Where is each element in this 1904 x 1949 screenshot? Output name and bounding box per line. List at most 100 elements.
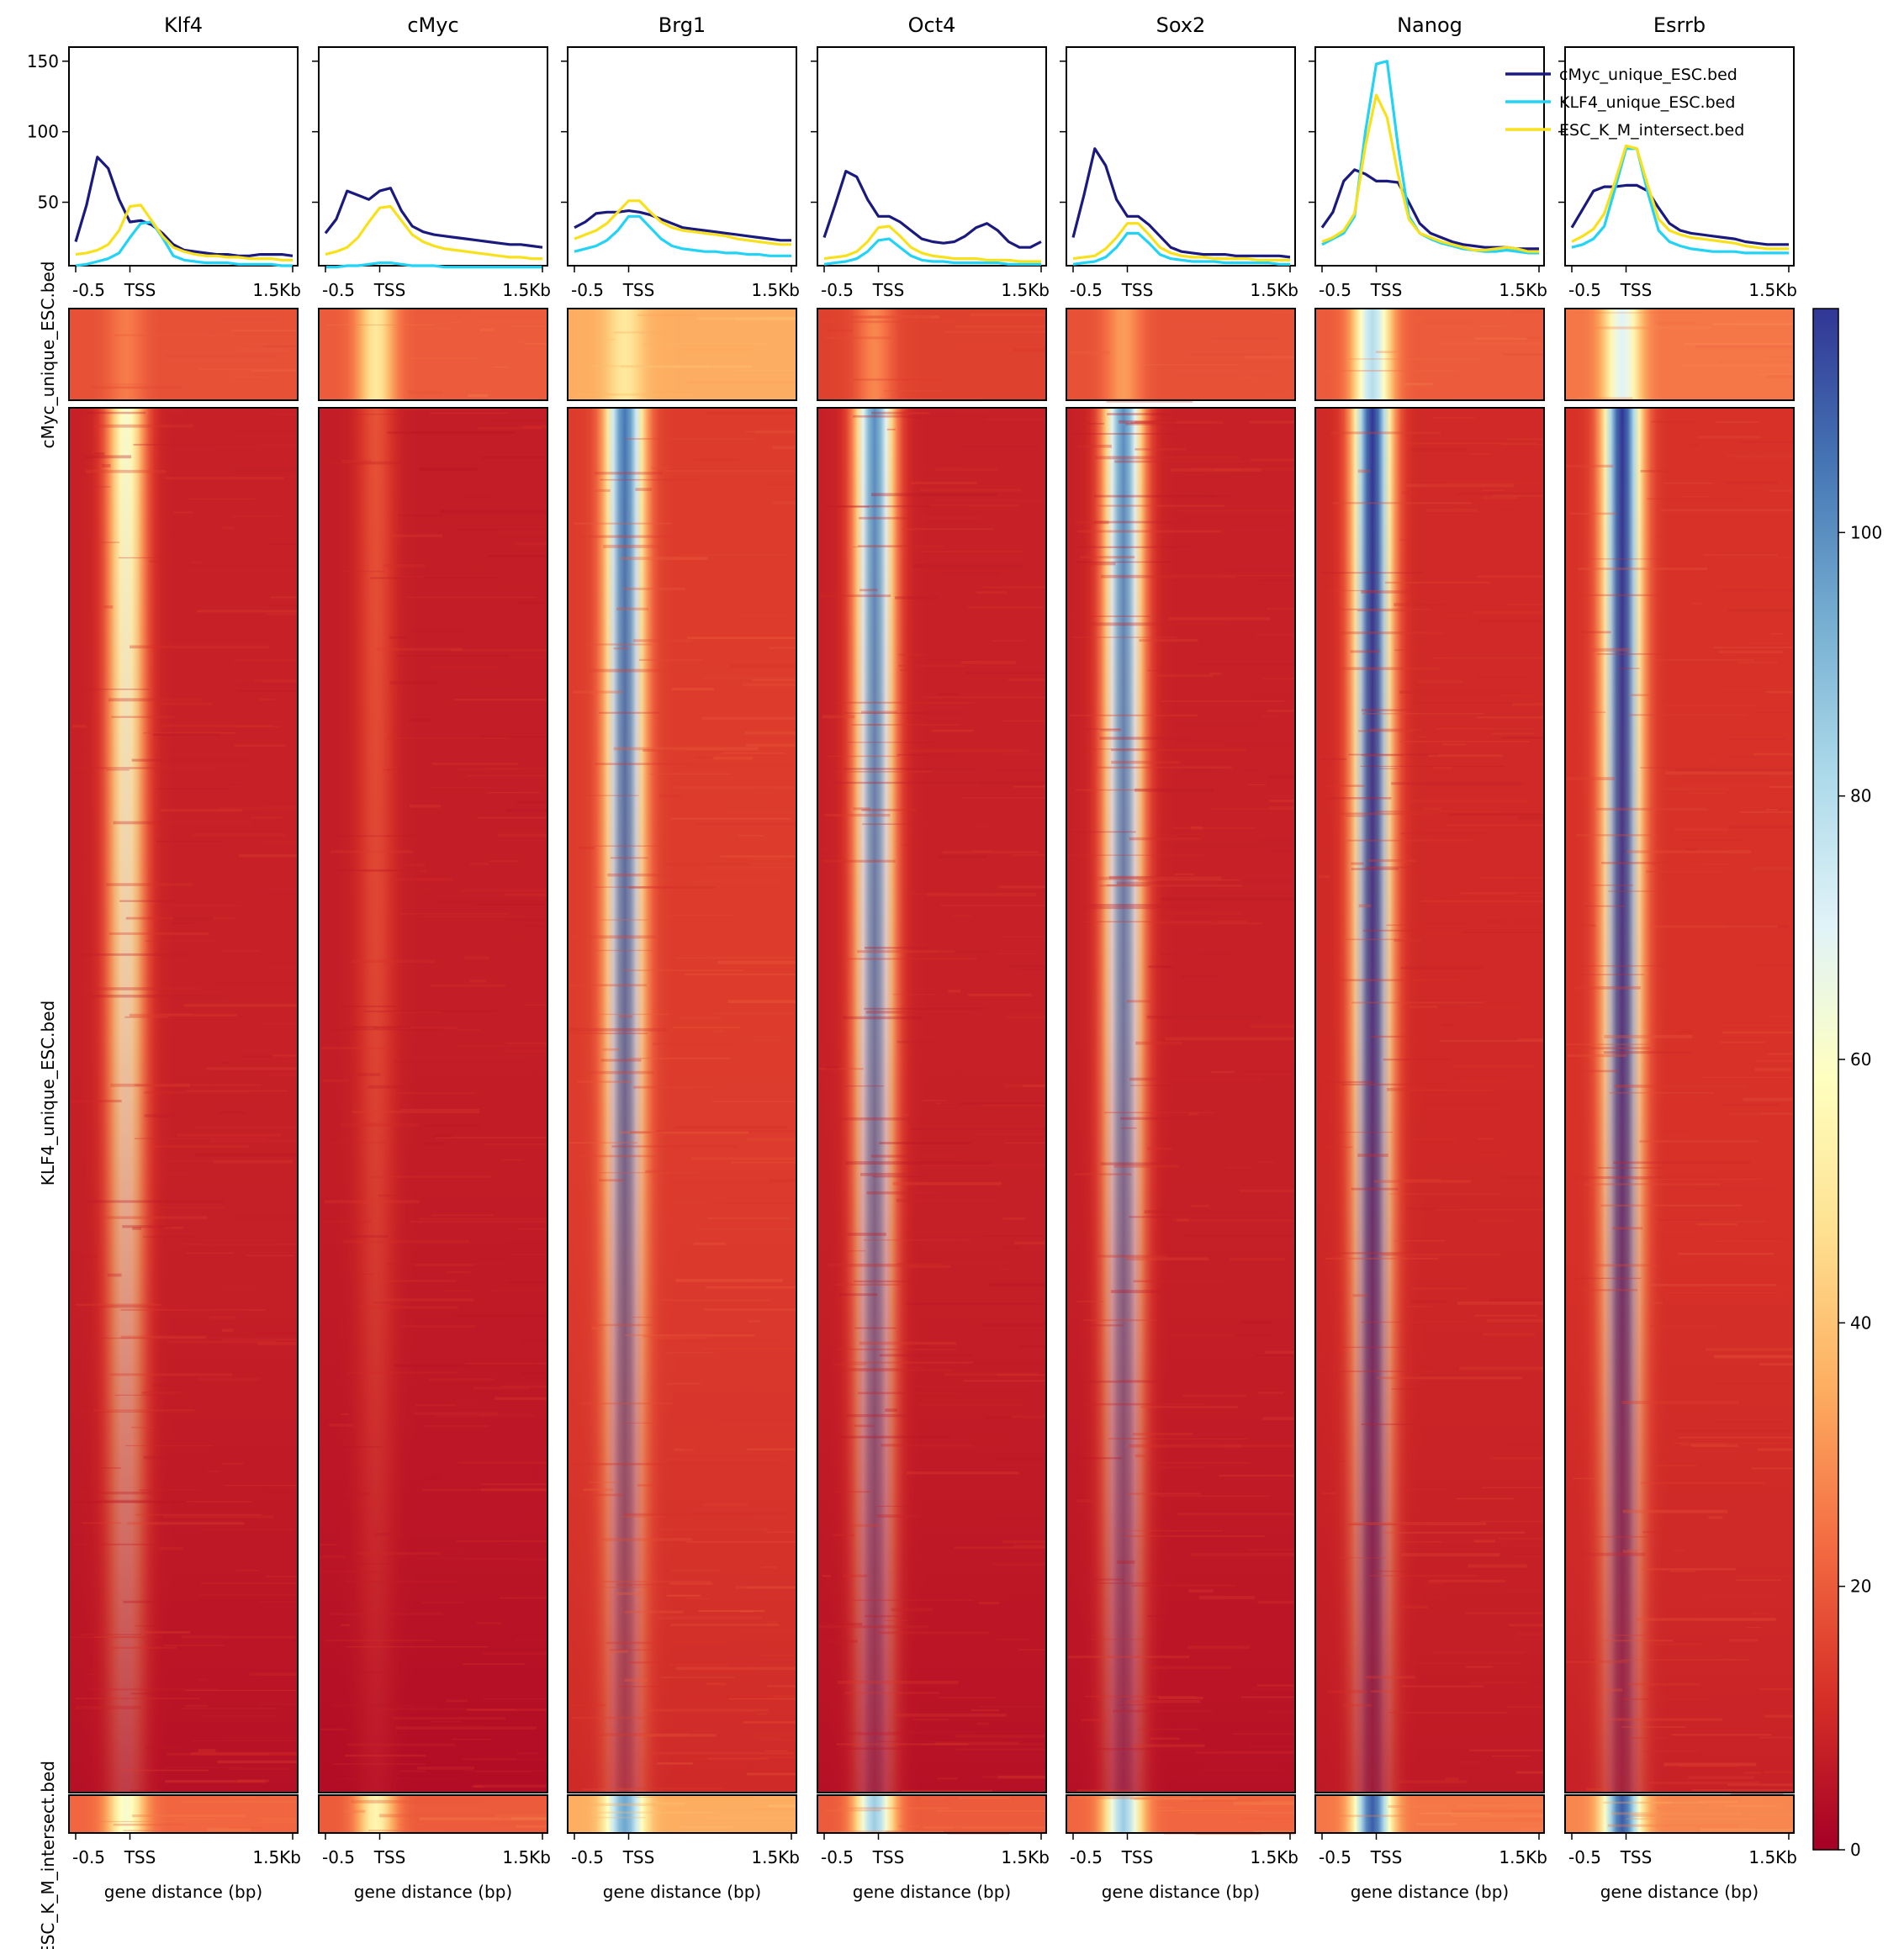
heatmap-streak bbox=[1190, 1204, 1209, 1207]
heatmap-streak bbox=[635, 488, 653, 491]
heatmap-streak bbox=[1008, 1007, 1046, 1011]
heatmap-streak bbox=[940, 1101, 1046, 1105]
heatmap-streak bbox=[1468, 1564, 1527, 1568]
heatmap-streak bbox=[1076, 561, 1171, 563]
heatmap-streak bbox=[996, 1639, 1030, 1640]
heatmap-streak bbox=[1158, 1697, 1203, 1699]
profile-x-tick-label: TSS bbox=[872, 280, 905, 300]
heatmap-streak bbox=[1070, 714, 1198, 716]
heatmap-streak bbox=[1156, 906, 1213, 908]
heatmap-streak bbox=[670, 907, 744, 910]
heatmap-streak bbox=[424, 1424, 489, 1428]
heatmap-frame bbox=[318, 308, 548, 401]
heatmap-streak bbox=[1712, 323, 1794, 325]
heatmap-streak bbox=[198, 1593, 298, 1596]
heatmap-streak bbox=[1125, 1257, 1209, 1261]
heatmap-streak bbox=[1117, 1560, 1135, 1564]
heatmap-streak bbox=[986, 418, 1046, 421]
heatmap-streak bbox=[1404, 383, 1434, 386]
heatmap-streak bbox=[171, 885, 188, 888]
heatmap-streak bbox=[1516, 336, 1540, 339]
heatmap-streak bbox=[477, 426, 542, 430]
heatmap-streak bbox=[1407, 1180, 1465, 1183]
heatmap-streak bbox=[87, 1200, 224, 1203]
heatmap-streak bbox=[572, 795, 639, 796]
heatmap-streak bbox=[498, 833, 547, 837]
heatmap-streak bbox=[450, 321, 462, 323]
heatmap-streak bbox=[772, 446, 796, 450]
heatmap-streak bbox=[838, 1435, 952, 1439]
heatmap-streak bbox=[1411, 448, 1468, 452]
heatmap-streak bbox=[998, 885, 1046, 889]
heatmap-streak bbox=[130, 645, 269, 649]
heatmap-streak bbox=[1508, 1624, 1544, 1627]
heatmap-streak bbox=[152, 1145, 250, 1148]
heatmap-streak bbox=[748, 858, 783, 860]
heatmap-streak bbox=[167, 1515, 242, 1518]
heatmap-streak bbox=[258, 1703, 298, 1706]
heatmap-streak bbox=[1472, 1801, 1508, 1804]
heatmap-streak bbox=[1262, 795, 1295, 797]
heatmap-streak bbox=[1613, 1161, 1751, 1165]
heatmap-streak bbox=[1759, 1736, 1794, 1739]
heatmap-streak bbox=[594, 1013, 669, 1016]
heatmap-streak bbox=[517, 602, 547, 605]
heatmap-streak bbox=[1678, 1253, 1774, 1255]
heatmap-streak bbox=[165, 1780, 266, 1783]
heatmap-streak bbox=[158, 1546, 183, 1550]
heatmap-streak bbox=[1113, 1709, 1213, 1713]
heatmap-streak bbox=[1727, 1441, 1794, 1445]
heatmap-streak bbox=[1647, 1283, 1777, 1286]
column-title: Oct4 bbox=[908, 13, 956, 37]
heatmap-streak bbox=[419, 1817, 547, 1820]
heatmap-streak bbox=[1000, 1268, 1011, 1270]
heatmap-streak bbox=[703, 1308, 796, 1311]
profile-frame bbox=[567, 46, 797, 267]
heatmap-streak bbox=[1227, 1167, 1251, 1169]
colorbar-tick-label: 0 bbox=[1850, 1840, 1861, 1860]
heatmap-streak bbox=[1502, 1175, 1544, 1179]
heatmap-streak bbox=[1662, 787, 1730, 790]
heatmap-streak bbox=[1182, 475, 1231, 478]
heatmap-streak bbox=[415, 309, 473, 312]
heatmap-streak bbox=[844, 1692, 940, 1694]
heatmap-frame bbox=[1066, 308, 1296, 401]
heatmap-streak bbox=[1268, 776, 1295, 779]
heatmap-streak bbox=[124, 1016, 169, 1018]
heatmap-streak bbox=[267, 543, 298, 545]
heatmap-streak bbox=[131, 758, 253, 762]
heatmap-streak bbox=[1099, 885, 1242, 887]
heatmap-streak bbox=[480, 1488, 547, 1492]
heatmap-streak bbox=[1441, 1023, 1453, 1026]
profile-frame bbox=[68, 46, 299, 267]
heatmap-streak bbox=[109, 1373, 233, 1376]
heatmap-streak bbox=[1479, 1371, 1544, 1373]
heatmap-streak bbox=[266, 1074, 298, 1077]
heatmap-streak bbox=[1663, 1231, 1700, 1233]
heatmap-streak bbox=[758, 1756, 796, 1758]
heatmap-streak bbox=[972, 850, 993, 852]
heatmap-frame bbox=[1564, 1794, 1795, 1834]
heatmap-streak bbox=[108, 932, 209, 935]
heatmap-streak bbox=[1737, 864, 1794, 866]
heatmap-streak bbox=[389, 636, 409, 639]
heatmap-streak bbox=[481, 456, 547, 459]
heatmap-streak bbox=[1229, 1257, 1286, 1261]
heatmap-streak bbox=[1326, 797, 1392, 800]
heatmap-streak bbox=[122, 1225, 171, 1228]
heatmap-streak bbox=[1096, 1254, 1167, 1258]
heatmap-streak bbox=[1011, 1193, 1046, 1196]
heatmap-streak bbox=[1119, 1529, 1223, 1532]
heatmap-streak bbox=[234, 435, 298, 438]
heatmap-streak bbox=[248, 342, 298, 346]
heatmap-streak bbox=[1365, 1676, 1415, 1679]
heatmap-streak bbox=[1472, 894, 1544, 895]
heatmap-streak bbox=[446, 1699, 468, 1703]
heatmap-streak bbox=[976, 591, 1008, 594]
profile-line-1 bbox=[324, 187, 543, 249]
heatmap-streak bbox=[613, 647, 630, 650]
heatmap-streak bbox=[1150, 1737, 1181, 1740]
heatmap-streak bbox=[1248, 784, 1267, 786]
heatmap-streak bbox=[1756, 712, 1794, 714]
heatmap-streak bbox=[910, 893, 951, 895]
